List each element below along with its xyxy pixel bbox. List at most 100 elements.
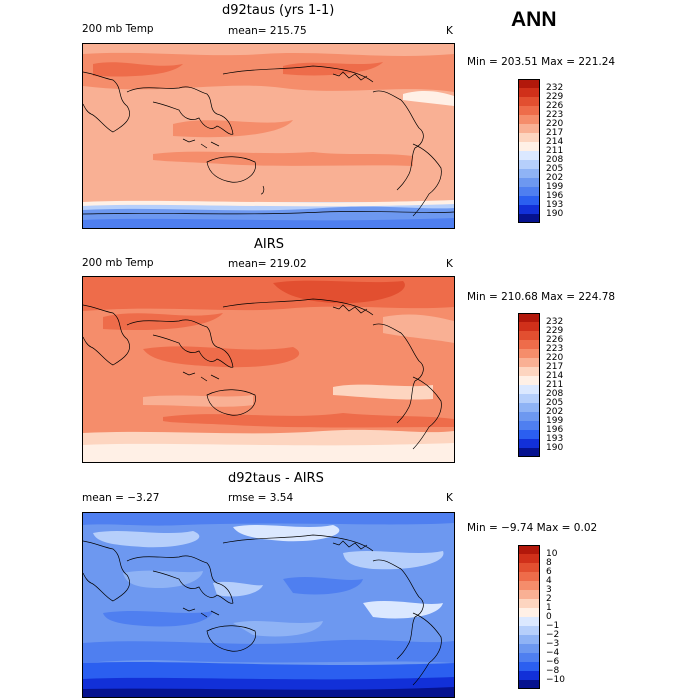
colorbar-tick-label: 193 — [546, 200, 564, 210]
colorbar-tick-label: 223 — [546, 344, 564, 354]
colorbar-tick-label: 226 — [546, 335, 564, 345]
panel-variable-label: 200 mb Temp — [82, 257, 154, 269]
map-coastlines — [83, 298, 442, 450]
panel-mean-label: mean = −3.27 — [82, 492, 160, 504]
colorbar-tick-label: 229 — [546, 92, 564, 102]
panel-minmax-label: Min = 210.68 Max = 224.78 — [467, 291, 616, 303]
colorbar-swatch — [518, 554, 540, 563]
map-cool-patch — [383, 314, 454, 343]
map-patch — [363, 601, 443, 619]
colorbar-swatch — [518, 106, 540, 115]
colorbar-tick-label: 220 — [546, 119, 564, 129]
colorbar-tick-label: −4 — [546, 648, 560, 658]
map-cool-patch — [143, 395, 253, 407]
colorbar-tick-label: 205 — [546, 164, 564, 174]
colorbar-swatch — [518, 448, 540, 457]
colorbar-tick-label: 202 — [546, 173, 564, 183]
panel-mean-label: mean= 215.75 — [228, 25, 307, 37]
colorbar-swatch — [518, 178, 540, 187]
map-warm-band — [83, 52, 454, 92]
colorbar-tick-label: 208 — [546, 155, 564, 165]
colorbar-tick-label: 0 — [546, 612, 552, 622]
colorbar-swatch — [518, 151, 540, 160]
colorbar-swatch — [518, 599, 540, 608]
map-band — [83, 687, 454, 697]
colorbar-tick-label: −2 — [546, 630, 560, 640]
map-patch — [103, 611, 213, 627]
colorbar-swatch — [518, 97, 540, 106]
colorbar-swatch — [518, 331, 540, 340]
colorbar-tick-label: 232 — [546, 83, 564, 93]
colorbar-tick-label: 223 — [546, 110, 564, 120]
colorbar-swatch — [518, 385, 540, 394]
colorbar-swatch — [518, 635, 540, 644]
panel-minmax-label: Min = −9.74 Max = 0.02 — [467, 522, 598, 534]
colorbar-tick-label: −1 — [546, 621, 560, 631]
colorbar-swatch — [518, 115, 540, 124]
map-patch — [123, 570, 203, 589]
panel-title: d92taus (yrs 1-1) — [222, 3, 335, 18]
colorbar-swatch — [518, 626, 540, 635]
colorbar-swatch — [518, 644, 540, 653]
map-difference-temperature — [82, 512, 455, 698]
colorbar-swatch — [518, 581, 540, 590]
colorbar-tick-label: 205 — [546, 398, 564, 408]
colorbar-swatch — [518, 322, 540, 331]
panel-variable-label: 200 mb Temp — [82, 23, 154, 35]
colorbar-swatch — [518, 367, 540, 376]
map-warm-patch — [283, 62, 383, 76]
colorbar-tick-label: −3 — [546, 639, 560, 649]
panel-unit-label: K — [446, 492, 453, 504]
map-warm-band-south — [153, 151, 413, 166]
map-model-temperature — [82, 43, 455, 229]
colorbar-swatch — [518, 349, 540, 358]
panel-title: AIRS — [254, 237, 285, 252]
colorbar-swatch — [518, 340, 540, 349]
colorbar-swatch — [518, 313, 540, 322]
colorbar-tick-label: −8 — [546, 666, 560, 676]
colorbar-swatch — [518, 421, 540, 430]
colorbar-tick-label: 3 — [546, 585, 552, 595]
panel-rmse-label: rmse = 3.54 — [228, 492, 294, 504]
map-cold-band — [83, 443, 454, 462]
colorbar-tick-label: 214 — [546, 371, 564, 381]
colorbar-swatch — [518, 439, 540, 448]
colorbar-swatch — [518, 662, 540, 671]
panel-unit-label: K — [446, 25, 453, 37]
colorbar-tick-label: 196 — [546, 425, 564, 435]
colorbar-tick-label: 232 — [546, 317, 564, 327]
colorbar-tick-label: 8 — [546, 558, 552, 568]
colorbar-swatch — [518, 590, 540, 599]
colorbar-tick-label: 202 — [546, 407, 564, 417]
colorbar-tick-label: 217 — [546, 362, 564, 372]
colorbar-swatch — [518, 142, 540, 151]
map-warm-patch — [143, 346, 300, 368]
map-patch — [213, 581, 263, 597]
colorbar-tick-label: 1 — [546, 603, 552, 613]
colorbar-tick-label: 6 — [546, 567, 552, 577]
colorbar-tick-label: 10 — [546, 549, 558, 559]
map-warm-patch — [93, 62, 183, 77]
map-cold-band-deepest — [83, 218, 454, 228]
colorbar-tick-label: 190 — [546, 443, 564, 453]
colorbar-swatch — [518, 205, 540, 214]
colorbar-tick-label: 193 — [546, 434, 564, 444]
map-warm-patch — [273, 280, 405, 304]
colorbar-tick-label: 208 — [546, 389, 564, 399]
season-label: ANN — [511, 8, 557, 31]
map-airs-temperature — [82, 276, 455, 463]
map-band — [83, 513, 454, 526]
colorbar-swatch — [518, 133, 540, 142]
colorbar-swatch — [518, 545, 540, 554]
colorbar-tick-label: 196 — [546, 191, 564, 201]
colorbar-swatch — [518, 430, 540, 439]
colorbar-swatch — [518, 572, 540, 581]
colorbar-tick-label: 220 — [546, 353, 564, 363]
map-patch — [93, 531, 200, 548]
colorbar-swatch — [518, 358, 540, 367]
colorbar-tick-label: 2 — [546, 594, 552, 604]
colorbar-swatch — [518, 563, 540, 572]
colorbar-tick-label: 4 — [546, 576, 552, 586]
panel-minmax-label: Min = 203.51 Max = 221.24 — [467, 56, 616, 68]
map-coastlines — [83, 65, 454, 217]
